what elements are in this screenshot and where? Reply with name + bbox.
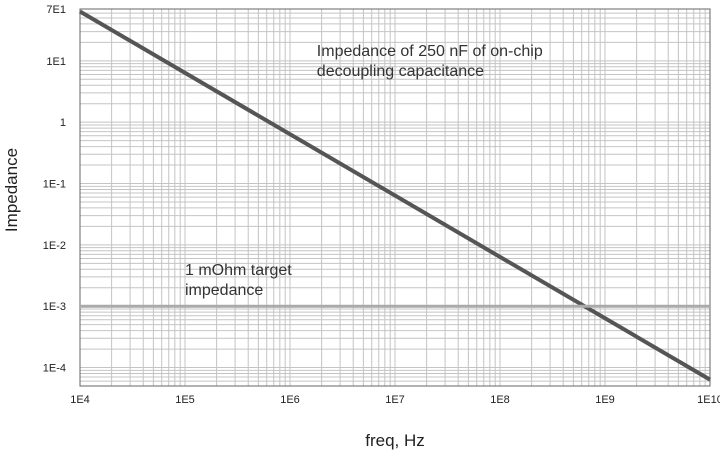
annotation-capacitance-label: Impedance of 250 nF of on-chip [317,43,543,60]
x-tick-label: 1E4 [70,394,90,406]
x-tick-label: 1E5 [175,394,195,406]
x-tick-label: 1E6 [280,394,300,406]
x-tick-label: 1E7 [385,394,405,406]
y-tick-label: 1E-3 [43,301,66,313]
y-tick-labels: 7E1 1E1 1 1E-1 1E-2 1E-3 1E-4 [43,4,66,375]
series-capacitor-impedance-line [78,9,712,382]
plot-frame [79,8,711,387]
x-tick-labels: 1E4 1E5 1E6 1E7 1E8 1E9 1E10 [70,394,720,406]
y-tick-label: 1E-1 [43,179,66,191]
y-tick-label: 1 [60,117,66,129]
y-tick-label: 1E-4 [43,363,66,375]
y-tick-label: 1E1 [46,56,66,68]
annotation-target-label: impedance [185,282,263,299]
x-tick-label: 1E8 [490,394,510,406]
x-tick-label: 1E9 [595,394,615,406]
grid [79,8,710,387]
annotation-capacitance-label: decoupling capacitance [317,63,484,80]
x-tick-label: 1E10 [697,394,720,406]
y-axis-title: Impedance [2,148,21,232]
annotation-target-label: 1 mOhm target [185,262,292,279]
x-axis-title: freq, Hz [365,431,425,450]
annotations: Impedance of 250 nF of on-chip decoupling… [185,43,543,299]
y-tick-label: 1E-2 [43,240,66,252]
y-tick-label: 7E1 [46,4,66,16]
series-layer [78,9,712,382]
